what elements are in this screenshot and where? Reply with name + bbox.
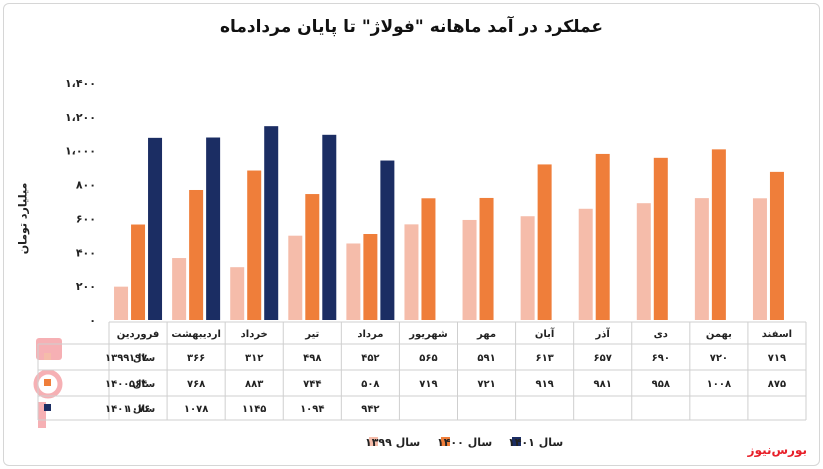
data-label: ۷۲۰ <box>710 353 728 364</box>
y-tick-label: ۸۰۰ <box>76 179 96 192</box>
series-row-label: سال ۱۳۹۹ <box>105 353 155 364</box>
bar <box>520 216 535 320</box>
y-tick-label: ۶۰۰ <box>76 212 96 225</box>
bar <box>711 149 726 320</box>
category-label: مهر <box>476 329 496 340</box>
data-label: ۱۱۴۵ <box>242 404 266 415</box>
category-label: اسفند <box>762 329 792 340</box>
data-label: ۷۶۸ <box>187 379 205 390</box>
category-label: دی <box>654 329 668 340</box>
y-tick-label: ۱،۰۰۰ <box>65 145 96 158</box>
bar <box>247 170 262 320</box>
y-tick-label: ۰ <box>89 314 96 327</box>
category-label: تیر <box>304 329 319 340</box>
data-label: ۷۱۹ <box>768 353 786 364</box>
bar <box>421 198 436 320</box>
data-label: ۱۰۹۴ <box>300 404 324 415</box>
bar <box>189 189 204 320</box>
chart-title: عملکرد در آمد ماهانه "فولاژ" تا پایان مر… <box>219 17 604 37</box>
category-label: مرداد <box>357 329 383 340</box>
y-tick-label: ۲۰۰ <box>76 280 96 293</box>
data-label: ۵۹۱ <box>477 353 495 364</box>
bar <box>380 160 395 320</box>
source-label: بورس‌نیوز <box>747 443 807 457</box>
series-swatch <box>44 404 51 411</box>
series-swatch <box>44 353 51 360</box>
category-label: اردیبهشت <box>171 329 221 340</box>
legend-label: سال ۱۳۹۹ <box>365 436 420 449</box>
bar <box>752 198 767 320</box>
data-label: ۴۵۲ <box>361 353 379 364</box>
series-row-label: سال ۱۴۰۰ <box>105 379 155 390</box>
bar <box>595 153 610 320</box>
data-label: ۳۱۲ <box>245 353 263 364</box>
data-label: ۴۹۸ <box>303 353 321 364</box>
legend-swatch <box>369 437 378 446</box>
bar <box>636 203 651 320</box>
bar <box>264 126 279 321</box>
data-label: ۵۰۸ <box>361 379 379 390</box>
bar <box>131 224 146 320</box>
category-label: آذر <box>595 327 611 340</box>
bar <box>230 267 245 320</box>
bar <box>694 198 709 320</box>
series-swatch <box>44 379 51 386</box>
y-tick-label: ۴۰۰ <box>76 246 96 259</box>
bar <box>537 164 552 320</box>
data-label: ۷۲۱ <box>477 379 495 390</box>
data-label: ۵۶۴ <box>129 379 147 390</box>
legend-swatch <box>512 437 521 446</box>
bar <box>305 194 320 320</box>
legend-label: سال ۱۴۰۱ <box>508 436 563 449</box>
bar <box>479 197 494 320</box>
data-label: ۹۵۸ <box>652 379 670 390</box>
data-label: ۷۴۴ <box>303 379 321 390</box>
category-label: بهمن <box>706 329 732 340</box>
data-label: ۹۸۱ <box>594 379 612 390</box>
bar <box>148 137 163 320</box>
data-label: ۱۰۰۸ <box>707 379 731 390</box>
y-tick-label: ۱،۲۰۰ <box>65 111 96 124</box>
category-label: شهریور <box>408 329 448 340</box>
bar <box>769 171 784 320</box>
bar <box>322 134 337 320</box>
data-label: ۸۷۵ <box>768 379 786 390</box>
bar <box>404 224 419 320</box>
bar <box>288 235 303 320</box>
bar <box>346 243 361 320</box>
category-label: خرداد <box>241 329 268 340</box>
category-label: فروردین <box>117 329 160 340</box>
bar <box>653 157 668 320</box>
bar <box>363 234 378 320</box>
legend-label: سال ۱۴۰۰ <box>437 436 492 449</box>
data-label: ۳۶۶ <box>187 353 205 364</box>
y-tick-label: ۱،۴۰۰ <box>65 77 96 90</box>
data-label: ۹۱۹ <box>535 379 553 390</box>
data-label: ۷۱۹ <box>419 379 437 390</box>
data-label: ۱۰۷۶ <box>126 404 150 415</box>
category-label: آبان <box>535 327 555 340</box>
data-label: ۶۹۰ <box>652 353 670 364</box>
data-label: ۸۸۳ <box>245 379 263 390</box>
series-row-label: سال ۱۴۰۱ <box>105 404 155 415</box>
data-label: ۱۹۷ <box>129 353 147 364</box>
bar <box>172 258 187 320</box>
bar <box>462 219 477 320</box>
bar <box>578 208 593 320</box>
bar <box>114 286 129 320</box>
data-label: ۶۱۳ <box>535 353 553 364</box>
legend-swatch <box>441 437 450 446</box>
data-label: ۵۶۵ <box>419 353 437 364</box>
data-label: ۱۰۷۸ <box>184 404 208 415</box>
data-label: ۹۴۲ <box>361 404 379 415</box>
bar <box>206 137 221 320</box>
data-label: ۶۵۷ <box>594 353 612 364</box>
